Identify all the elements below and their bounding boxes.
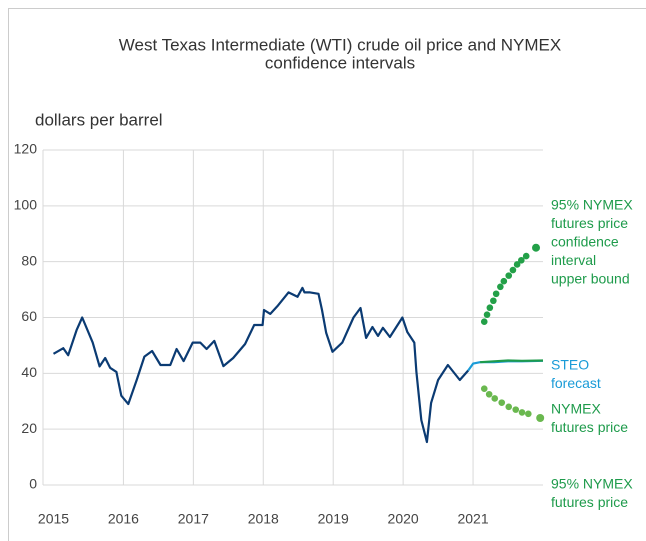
x-tick-label: 2019 [318,511,349,527]
frame [8,8,646,541]
chart-title: confidence intervals [265,53,415,72]
line-series [52,286,470,444]
y-axis-label: dollars per barrel [35,110,163,129]
x-tick-label: 2021 [457,511,488,527]
y-tick-label: 60 [21,308,37,324]
y-tick-label: 20 [21,420,37,436]
dot [525,410,532,418]
x-tick-label: 2017 [178,511,209,527]
dot [485,390,493,398]
dot [486,304,494,312]
dot [497,283,504,291]
dot [505,403,513,411]
annotation: confidence [551,234,619,250]
dot [513,261,521,268]
y-tick-label: 40 [21,364,37,380]
annotation: 95% NYMEX [551,476,633,492]
dot [532,243,541,252]
y-tick-label: 80 [21,252,37,268]
chart-title: West Texas Intermediate (WTI) crude oil … [119,35,561,54]
annotation: futures price [551,494,628,510]
annotation: futures price [551,419,628,435]
y-tick-label: 120 [14,141,38,157]
dot [498,399,506,406]
dot [483,311,491,319]
y-tick-label: 100 [14,197,38,213]
annotation: forecast [551,375,601,391]
annotation: interval [551,252,596,268]
dot [509,266,517,274]
line-series [480,359,544,364]
annotation: NYMEX [551,401,601,417]
annotation: 95% NYMEX [551,197,633,213]
annotation: STEO [551,357,589,373]
dot [500,277,508,285]
annotation: futures price [551,215,628,231]
x-tick-label: 2016 [108,511,139,527]
y-tick-label: 0 [29,476,37,492]
dot [480,318,488,325]
x-tick-label: 2020 [388,511,419,527]
x-tick-label: 2018 [248,511,279,527]
dot [518,256,525,264]
dot [480,385,488,392]
dot [536,414,545,422]
dot [505,272,513,279]
line-series [467,359,544,372]
dot [512,406,520,413]
dot [522,252,530,260]
dot [492,290,500,298]
x-tick-label: 2015 [38,511,69,527]
annotation: upper bound [551,271,630,287]
dot [490,297,497,305]
dot [491,395,499,402]
dot [518,409,526,416]
